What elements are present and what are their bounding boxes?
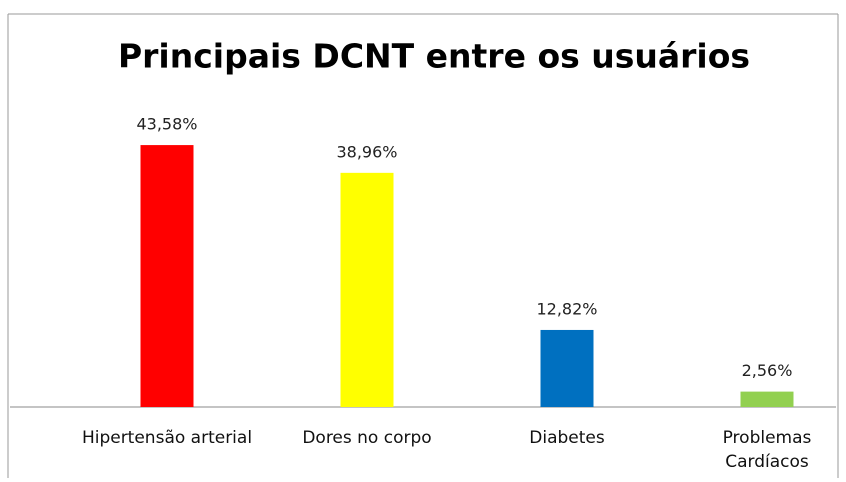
data-label: 12,82% — [536, 299, 597, 318]
x-tick-label: Hipertensão arterial — [81, 428, 253, 448]
bar — [140, 145, 194, 407]
bar — [340, 172, 394, 407]
bar — [540, 329, 594, 407]
data-label: 2,56% — [742, 361, 793, 380]
x-tick-label: Dores no corpo — [302, 428, 432, 448]
bar — [740, 391, 794, 407]
x-tick-label: Diabetes — [529, 428, 605, 448]
chart-title: Principais DCNT entre os usuários — [118, 37, 750, 76]
x-tick-label: Problemas Cardíacos — [722, 428, 812, 472]
data-label: 38,96% — [336, 142, 397, 161]
data-label: 43,58% — [136, 115, 197, 134]
